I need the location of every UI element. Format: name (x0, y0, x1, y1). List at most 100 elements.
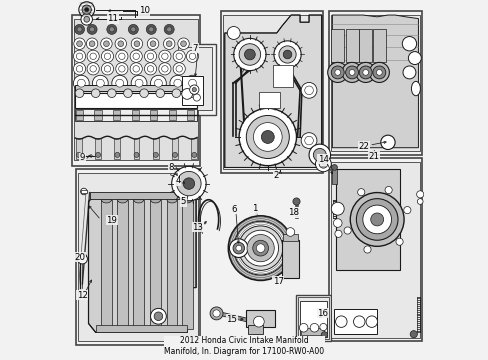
Circle shape (330, 66, 344, 79)
Circle shape (362, 69, 368, 75)
Bar (75, 109, 197, 121)
Circle shape (301, 133, 316, 148)
Bar (74, 19, 198, 160)
Circle shape (370, 213, 383, 226)
Bar (281, 240, 298, 278)
Bar (345, 30, 358, 62)
Circle shape (104, 66, 110, 72)
Bar (168, 110, 175, 120)
Circle shape (77, 27, 82, 32)
Circle shape (176, 66, 182, 72)
Circle shape (229, 239, 247, 257)
Circle shape (159, 50, 171, 62)
Circle shape (233, 221, 287, 275)
Circle shape (144, 50, 156, 62)
Circle shape (116, 63, 128, 75)
Circle shape (77, 79, 85, 87)
Circle shape (292, 198, 300, 205)
Bar (76, 169, 199, 345)
Text: 10: 10 (138, 6, 149, 15)
Circle shape (176, 53, 182, 59)
Circle shape (191, 152, 196, 157)
Circle shape (246, 116, 289, 158)
Text: 16: 16 (317, 309, 327, 318)
Circle shape (74, 24, 84, 35)
Circle shape (176, 171, 201, 196)
Circle shape (74, 38, 85, 49)
Circle shape (90, 66, 96, 72)
Bar (174, 44, 215, 116)
Circle shape (186, 50, 198, 62)
Ellipse shape (150, 197, 160, 203)
Circle shape (76, 66, 82, 72)
Circle shape (144, 63, 156, 75)
Text: 19: 19 (106, 216, 117, 225)
Text: 22: 22 (358, 142, 369, 151)
Bar (75, 93, 197, 108)
Circle shape (308, 144, 330, 166)
Circle shape (313, 148, 325, 161)
Circle shape (134, 152, 139, 157)
Circle shape (246, 234, 274, 262)
Circle shape (75, 89, 83, 98)
Bar (89, 192, 199, 199)
Circle shape (192, 87, 196, 92)
Circle shape (101, 63, 113, 75)
Circle shape (173, 63, 185, 75)
Circle shape (130, 63, 142, 75)
Text: 9: 9 (80, 153, 85, 162)
Circle shape (156, 89, 164, 98)
Bar (72, 15, 199, 166)
Circle shape (416, 199, 422, 204)
Bar (150, 110, 157, 120)
Bar (359, 30, 371, 62)
Ellipse shape (101, 197, 111, 203)
Circle shape (131, 38, 142, 49)
Circle shape (345, 66, 358, 79)
Text: 14: 14 (317, 155, 328, 164)
Circle shape (90, 53, 96, 59)
Circle shape (178, 38, 189, 49)
Circle shape (304, 86, 313, 95)
Bar (372, 30, 385, 62)
Circle shape (164, 24, 174, 35)
Circle shape (116, 79, 123, 87)
Circle shape (81, 188, 87, 195)
Circle shape (91, 89, 100, 98)
Bar (282, 234, 298, 241)
Bar (78, 173, 198, 341)
Bar (301, 328, 324, 335)
Bar (81, 190, 86, 193)
Circle shape (146, 24, 156, 35)
Bar (114, 138, 120, 159)
Text: 3: 3 (320, 157, 325, 166)
Circle shape (73, 50, 85, 62)
Text: 6: 6 (230, 205, 236, 214)
Circle shape (162, 53, 168, 59)
Text: 5: 5 (181, 197, 186, 206)
Circle shape (239, 44, 260, 65)
Text: 20: 20 (75, 253, 85, 262)
Circle shape (77, 41, 82, 46)
Circle shape (96, 79, 104, 87)
Circle shape (163, 38, 175, 49)
Circle shape (309, 323, 318, 332)
Bar (330, 15, 419, 151)
Bar (300, 301, 326, 337)
Circle shape (76, 152, 81, 157)
Text: 2012 Honda Civic Intake Manifold
Manifold, In. Diagram for 17100-RW0-A00: 2012 Honda Civic Intake Manifold Manifol… (164, 336, 324, 356)
Circle shape (212, 310, 220, 317)
Circle shape (171, 166, 206, 201)
Circle shape (363, 246, 370, 253)
Circle shape (341, 62, 362, 82)
Bar (298, 297, 328, 338)
Circle shape (366, 316, 377, 327)
Circle shape (407, 51, 421, 64)
Text: 18: 18 (287, 208, 298, 217)
Circle shape (357, 189, 364, 196)
Circle shape (118, 41, 123, 46)
Circle shape (283, 50, 291, 59)
Circle shape (86, 38, 98, 49)
Ellipse shape (410, 81, 420, 96)
Circle shape (128, 24, 138, 35)
